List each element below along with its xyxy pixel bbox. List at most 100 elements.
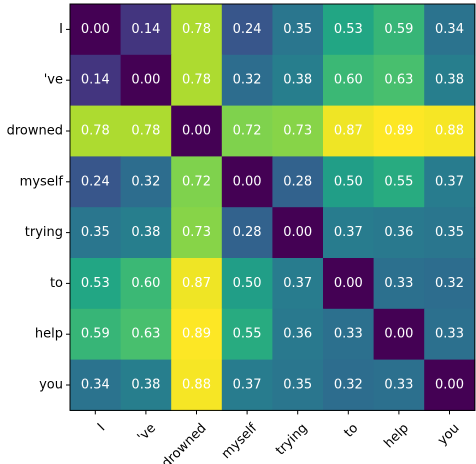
heatmap-cell: [171, 359, 223, 411]
cell-value-label: 0.73: [182, 225, 211, 240]
y-tick-label: 've: [44, 73, 63, 88]
cell-value-label: 0.50: [334, 174, 363, 189]
cell-value-label: 0.63: [384, 73, 413, 88]
heatmap-cell: [323, 207, 375, 259]
heatmap-cell: [424, 4, 476, 56]
cell-value-label: 0.28: [283, 174, 312, 189]
heatmap-cell: [171, 258, 223, 310]
heatmap-cell: [171, 105, 223, 157]
cell-value-label: 0.78: [182, 22, 211, 37]
cell-value-label: 0.72: [182, 174, 211, 189]
heatmap-cell: [323, 308, 375, 361]
cell-value-label: 0.63: [131, 327, 160, 342]
heatmap-cell: [373, 207, 425, 259]
heatmap-cell: [272, 54, 324, 107]
heatmap-cell: [221, 359, 273, 411]
heatmap-cell: [171, 207, 223, 259]
heatmap-cell: [323, 105, 375, 157]
cell-value-label: 0.88: [182, 378, 211, 393]
cell-value-label: 0.89: [384, 124, 413, 139]
cell-value-label: 0.34: [81, 378, 110, 393]
cell-value-label: 0.59: [384, 22, 413, 37]
y-axis-ticks: I 've drowned myself trying to help you: [7, 22, 70, 393]
cell-value-label: 0.00: [384, 327, 413, 342]
heatmap-cell: [323, 258, 375, 310]
heatmap-cell: [221, 308, 273, 361]
cell-value-label: 0.55: [384, 174, 413, 189]
cell-value-label: 0.36: [384, 225, 413, 240]
heatmap-cell: [272, 359, 324, 411]
cell-value-label: 0.87: [182, 276, 211, 291]
cell-value-label: 0.28: [233, 225, 262, 240]
heatmap-cell: [120, 156, 172, 208]
y-tick-label: help: [35, 327, 63, 342]
heatmap-cell: [70, 105, 122, 157]
cell-value-label: 0.78: [81, 124, 110, 139]
plot-frame: [69, 3, 476, 411]
cell-value-label: 0.37: [233, 378, 262, 393]
cell-value-label: 0.00: [283, 225, 312, 240]
cell-value-label: 0.36: [283, 327, 312, 342]
cell-value-label: 0.33: [334, 327, 363, 342]
heatmap-cell: [70, 156, 122, 208]
cell-value-label: 0.24: [233, 22, 262, 37]
cell-value-label: 0.55: [233, 327, 262, 342]
heatmap-cell: [171, 308, 223, 361]
cell-value-label: 0.24: [81, 174, 110, 189]
heatmap-cell: [120, 207, 172, 259]
y-tick-label: to: [50, 276, 63, 291]
cell-value-label: 0.37: [283, 276, 312, 291]
cell-value-label: 0.38: [283, 73, 312, 88]
heatmap-cell: [424, 105, 476, 157]
heatmap-cell: [373, 4, 425, 56]
cell-value-label: 0.32: [334, 378, 363, 393]
x-tick-label: trying: [273, 421, 311, 459]
cell-value-label: 0.00: [435, 378, 464, 393]
heatmap-cell: [70, 258, 122, 310]
heatmap-cell: [171, 156, 223, 208]
cell-value-label: 0.00: [131, 73, 160, 88]
cell-value-label: 0.14: [81, 73, 110, 88]
heatmap-cell: [323, 54, 375, 107]
cell-value-label: 0.33: [384, 276, 413, 291]
heatmap-cell: [120, 258, 172, 310]
heatmap-cell: [70, 359, 122, 411]
heatmap-cell: [70, 207, 122, 259]
heatmap-cell: [120, 359, 172, 411]
x-tick-label: I: [95, 421, 108, 434]
heatmap-cells: [70, 4, 476, 411]
heatmap-cell: [120, 4, 172, 56]
heatmap-cell: [424, 308, 476, 361]
heatmap-cell: [373, 54, 425, 107]
x-tick-label: you: [435, 421, 462, 448]
x-axis-ticks: I 've drowned myself trying to help you: [94, 410, 463, 464]
cell-value-label: 0.35: [283, 22, 312, 37]
cell-value-label: 0.32: [233, 73, 262, 88]
heatmap-cell: [373, 359, 425, 411]
heatmap-cell: [323, 4, 375, 56]
cell-value-label: 0.37: [334, 225, 363, 240]
x-tick-label: myself: [219, 421, 261, 463]
x-tick-label: to: [342, 421, 362, 441]
y-tick-label: myself: [20, 174, 64, 189]
cell-value-label: 0.00: [233, 174, 262, 189]
heatmap-cell: [272, 207, 324, 259]
heatmap-cell-labels: 0.00 0.14 0.78 0.24 0.35 0.53 0.59 0.34 0.14 0.00…: [81, 22, 464, 393]
y-tick-label: you: [39, 378, 63, 393]
heatmap-cell: [171, 54, 223, 107]
heatmap-cell: [373, 258, 425, 310]
cell-value-label: 0.35: [435, 225, 464, 240]
cell-value-label: 0.50: [233, 276, 262, 291]
heatmap-cell: [272, 308, 324, 361]
cell-value-label: 0.72: [233, 124, 262, 139]
cell-value-label: 0.87: [334, 124, 363, 139]
cell-value-label: 0.14: [131, 22, 160, 37]
cell-value-label: 0.00: [182, 124, 211, 139]
heatmap-cell: [171, 4, 223, 56]
x-tick-label: drowned: [159, 421, 209, 464]
heatmap-cell: [323, 156, 375, 208]
heatmap-cell: [221, 4, 273, 56]
cell-value-label: 0.32: [435, 276, 464, 291]
cell-value-label: 0.60: [334, 73, 363, 88]
cell-value-label: 0.59: [81, 327, 110, 342]
